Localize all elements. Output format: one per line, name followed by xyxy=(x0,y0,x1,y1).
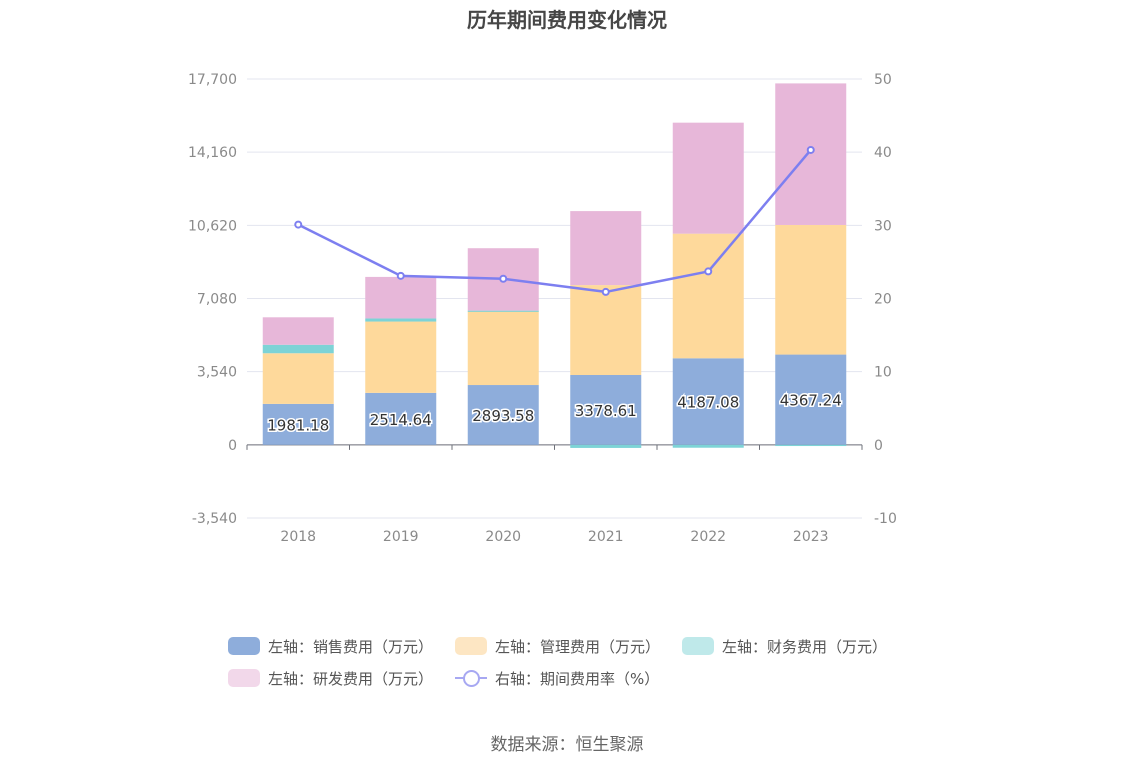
legend-row: 左轴：研发费用（万元） 右轴：期间费用率（%） xyxy=(228,662,928,694)
legend-line-marker xyxy=(455,669,488,687)
legend: 左轴：销售费用（万元） 左轴：管理费用（万元） 左轴：财务费用（万元） 左轴：研发费用… xyxy=(228,630,928,694)
x-tick-label: 2022 xyxy=(690,529,726,545)
bar-series4-2018 xyxy=(262,317,334,345)
source-note: 数据来源：恒生聚源 xyxy=(490,735,644,755)
legend-item[interactable]: 左轴：财务费用（万元） xyxy=(682,636,887,657)
y-left-tick-label: 3,540 xyxy=(197,365,237,381)
x-tick-label: 2019 xyxy=(383,529,419,545)
y-left-tick-label: -3,540 xyxy=(192,511,237,527)
data-label-2020: 2893.58 xyxy=(472,407,534,425)
line-layer xyxy=(294,145,815,296)
bar-series4-2019 xyxy=(365,276,437,319)
right-axis: 50 40 30 20 10 0 -10 xyxy=(874,72,897,527)
bar-series1-2020 xyxy=(467,385,539,445)
bar-series3-2023 xyxy=(775,444,847,447)
legend-item[interactable]: 左轴：研发费用（万元） xyxy=(228,668,433,689)
left-axis: 17,700 14,160 10,620 7,080 3,540 0 -3,540 xyxy=(188,72,237,527)
bar-series3-2022 xyxy=(672,444,744,448)
legend-row: 左轴：销售费用（万元） 左轴：管理费用（万元） 左轴：财务费用（万元） xyxy=(228,630,928,662)
chart-title: 历年期间费用变化情况 xyxy=(467,8,667,32)
data-label-2023: 4367.24 xyxy=(780,392,842,410)
legend-label: 左轴：财务费用（万元） xyxy=(722,637,888,656)
legend-item[interactable]: 左轴：管理费用（万元） xyxy=(455,636,660,657)
line-point-2019 xyxy=(396,271,405,280)
legend-swatch xyxy=(228,637,260,655)
x-tick-label: 2020 xyxy=(485,529,521,545)
bar-series2-2022 xyxy=(672,233,744,359)
bar-series2-2020 xyxy=(467,311,539,386)
y-right-tick-label: 30 xyxy=(874,218,892,234)
y-right-tick-label: 10 xyxy=(874,365,892,381)
legend-swatch xyxy=(455,637,488,655)
line-point-2021 xyxy=(601,287,610,296)
legend-label: 左轴：管理费用（万元） xyxy=(495,637,661,656)
line-point-2023 xyxy=(806,145,815,154)
x-tick-label: 2021 xyxy=(588,529,624,545)
bar-series3-2021 xyxy=(570,444,642,448)
y-left-tick-label: 10,620 xyxy=(188,218,237,234)
x-axis: 2018 2019 2020 2021 2022 2023 xyxy=(246,444,863,545)
data-label-2022: 4187.08 xyxy=(677,394,739,412)
legend-label: 左轴：研发费用（万元） xyxy=(268,669,434,688)
legend-label: 左轴：销售费用（万元） xyxy=(268,637,434,656)
y-left-tick-label: 14,160 xyxy=(188,145,237,161)
bar-series1-2018 xyxy=(262,403,334,445)
bar-series1-2023 xyxy=(775,354,847,445)
bars-layer xyxy=(262,83,847,448)
bar-series3-2019 xyxy=(365,318,437,322)
y-right-tick-label: 0 xyxy=(874,438,883,454)
bar-series1-2021 xyxy=(570,375,642,445)
bar-series4-2022 xyxy=(672,122,744,234)
y-right-tick-label: 50 xyxy=(874,72,892,88)
bar-series3-2020 xyxy=(467,310,539,312)
data-label-2018: 1981.18 xyxy=(267,416,329,434)
line-point-2018 xyxy=(294,220,303,229)
data-labels-layer: 1981.18 2514.64 2893.58 3378.61 4187.08 4367.… xyxy=(266,390,844,436)
line-point-2020 xyxy=(499,274,508,283)
bar-series4-2023 xyxy=(775,83,847,225)
y-left-tick-label: 7,080 xyxy=(197,292,237,308)
legend-label: 右轴：期间费用率（%） xyxy=(495,669,660,688)
bar-series3-2018 xyxy=(262,344,334,354)
y-left-tick-label: 17,700 xyxy=(188,72,237,88)
x-tick-label: 2023 xyxy=(793,529,829,545)
y-left-tick-label: 0 xyxy=(228,438,237,454)
line-point-2022 xyxy=(704,267,713,276)
y-right-tick-label: 40 xyxy=(874,145,892,161)
data-label-2019: 2514.64 xyxy=(370,411,432,429)
data-label-2021: 3378.61 xyxy=(575,402,637,420)
legend-swatch xyxy=(682,637,715,655)
grid-layer xyxy=(247,78,862,519)
bar-series4-2021 xyxy=(570,211,642,286)
line-expense-rate xyxy=(297,149,812,294)
bar-series2-2019 xyxy=(365,321,437,393)
y-right-tick-label: -10 xyxy=(874,511,897,527)
bar-series2-2018 xyxy=(262,353,334,404)
bar-series1-2022 xyxy=(672,358,744,445)
x-tick-label: 2018 xyxy=(280,529,316,545)
bar-series2-2021 xyxy=(570,285,642,376)
y-right-tick-label: 20 xyxy=(874,292,892,308)
legend-swatch xyxy=(228,669,260,687)
bar-series1-2019 xyxy=(365,392,437,445)
legend-item[interactable]: 右轴：期间费用率（%） xyxy=(455,668,659,689)
bar-series2-2023 xyxy=(775,224,847,355)
legend-item[interactable]: 左轴：销售费用（万元） xyxy=(228,636,433,657)
